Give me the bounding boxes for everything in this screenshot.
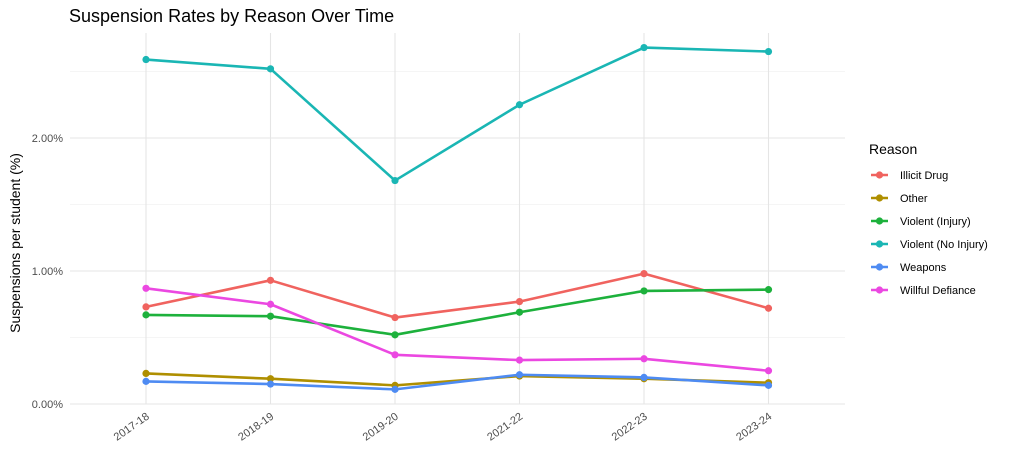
y-tick-label: 1.00% <box>32 266 63 278</box>
legend-key-point <box>875 263 884 271</box>
data-point <box>142 311 150 319</box>
series-line <box>144 286 770 373</box>
legend-label: Illicit Drug <box>900 170 948 182</box>
series-willful-defiance <box>142 284 773 375</box>
x-tick-label: 2023-24 <box>734 411 774 444</box>
data-point <box>142 377 150 385</box>
data-point <box>515 356 524 364</box>
data-point <box>391 331 399 339</box>
data-point <box>391 385 399 393</box>
y-tick-label: 2.00% <box>32 133 63 145</box>
x-tick-label: 2017-18 <box>112 411 152 444</box>
data-point <box>640 355 648 363</box>
data-point <box>515 297 524 306</box>
data-point <box>640 373 648 381</box>
data-point <box>142 284 150 292</box>
data-point <box>764 381 773 389</box>
legend-key-point <box>875 194 884 202</box>
series-illicit-drug <box>142 270 773 322</box>
data-point <box>391 176 399 185</box>
data-point <box>640 270 648 278</box>
data-point <box>640 287 648 295</box>
data-point <box>142 303 150 311</box>
legend-label: Violent (Injury) <box>900 216 971 228</box>
legend-key-point <box>875 240 884 248</box>
legend-item: Willful Defiance <box>871 285 976 297</box>
data-point <box>391 313 399 322</box>
legend-title: Reason <box>869 141 917 157</box>
data-point <box>266 300 275 308</box>
data-point <box>515 371 524 379</box>
legend-key-point <box>875 217 884 225</box>
legend: Reason Illicit Drug Other Violent (Injury)… <box>869 141 988 297</box>
x-tick-label: 2019-20 <box>361 411 401 444</box>
data-point <box>266 380 275 388</box>
grid <box>70 33 845 405</box>
x-tick-label: 2021-22 <box>485 411 525 444</box>
data-point <box>266 276 275 284</box>
y-axis-title: Suspensions per student (%) <box>7 153 23 333</box>
legend-item: Illicit Drug <box>871 170 948 182</box>
data-point <box>391 351 399 359</box>
data-point <box>515 101 524 109</box>
legend-label: Weapons <box>900 262 947 274</box>
legend-item: Weapons <box>871 262 947 274</box>
x-tick-label: 2022-23 <box>610 411 650 444</box>
x-tick-label: 2018-19 <box>236 411 276 444</box>
y-axis-ticks: 0.00% 1.00% 2.00% <box>32 133 63 411</box>
series-weapons <box>142 371 773 393</box>
legend-label: Willful Defiance <box>900 285 976 297</box>
legend-label: Other <box>900 193 928 205</box>
data-point <box>266 375 275 383</box>
data-point <box>764 367 773 375</box>
legend-item: Other <box>871 193 928 205</box>
legend-item: Violent (No Injury) <box>871 239 988 251</box>
data-point <box>142 369 150 378</box>
series-lines <box>142 43 773 393</box>
data-point <box>764 304 773 312</box>
data-point <box>764 47 773 56</box>
data-point <box>764 286 773 294</box>
x-axis-ticks: 2017-18 2018-19 2019-20 2021-22 2022-23 2023-… <box>112 411 774 444</box>
legend-key-point <box>875 286 884 294</box>
chart-title: Suspension Rates by Reason Over Time <box>69 6 394 26</box>
legend-item: Violent (Injury) <box>871 216 971 228</box>
series-line <box>144 46 770 182</box>
legend-label: Violent (No Injury) <box>900 239 988 251</box>
series-line <box>144 272 770 319</box>
y-tick-label: 0.00% <box>32 399 63 411</box>
series-violent-injury <box>142 286 773 339</box>
data-point <box>142 55 150 64</box>
data-point <box>266 312 275 320</box>
data-point <box>266 65 275 73</box>
data-point <box>515 308 524 316</box>
series-line <box>144 288 770 337</box>
legend-key-point <box>875 171 884 179</box>
data-point <box>640 43 648 52</box>
series-violent-no-injury <box>142 43 773 185</box>
series-line <box>144 373 770 391</box>
